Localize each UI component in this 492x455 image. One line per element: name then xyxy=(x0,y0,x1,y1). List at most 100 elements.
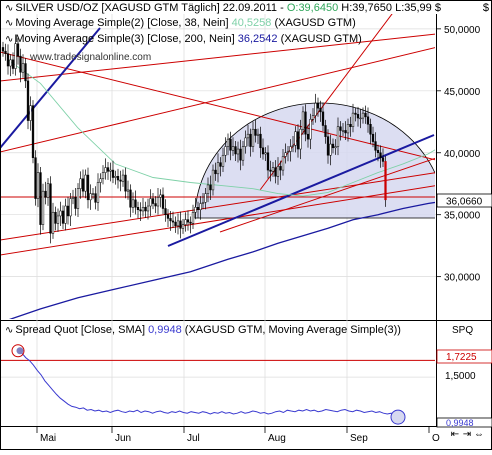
scroll-icon[interactable]: ⇔ xyxy=(474,429,484,440)
candle-body xyxy=(195,207,197,212)
candle-body xyxy=(52,212,54,233)
candle-body xyxy=(122,175,124,181)
y-tick-label: 30,0000 xyxy=(444,273,481,284)
candle-body xyxy=(260,134,262,148)
candle-body xyxy=(185,220,187,225)
candle-body xyxy=(212,170,214,190)
candle-body xyxy=(290,147,292,152)
candle-body xyxy=(40,173,42,225)
candle-body xyxy=(210,185,212,190)
candle-body xyxy=(80,179,82,189)
candle-body xyxy=(30,106,32,121)
candle-body xyxy=(365,113,367,117)
candle-body xyxy=(125,175,127,191)
candle-body xyxy=(217,163,219,174)
candle-body xyxy=(200,204,202,210)
candle-body xyxy=(320,108,322,112)
candle-body xyxy=(222,155,224,166)
candle-body xyxy=(120,180,122,181)
y-tick-label: 35,0000 xyxy=(444,211,481,222)
candle-body xyxy=(340,127,342,131)
candle-body xyxy=(232,147,234,151)
candle-body xyxy=(137,207,139,209)
spread-panel xyxy=(1,345,436,424)
candle-body xyxy=(72,197,74,198)
price-marker-label: 36,0660 xyxy=(446,197,483,208)
candle-body xyxy=(32,106,34,158)
candle-body xyxy=(282,156,284,170)
candle-body xyxy=(370,124,372,134)
candle-body xyxy=(345,130,347,132)
candle-body xyxy=(160,195,162,197)
candle-body xyxy=(145,207,147,211)
candle-body xyxy=(117,176,119,180)
ma1-legend[interactable]: ∿ Moving Average Simple(2) [Close, 38, Ne… xyxy=(5,17,356,30)
candle-body xyxy=(327,137,329,156)
close-icon[interactable]: $ xyxy=(483,2,489,14)
line-icon: ∿ xyxy=(5,17,13,30)
candle-body xyxy=(330,144,332,155)
candle-body xyxy=(2,47,4,51)
candle-body xyxy=(112,170,114,177)
candle-body xyxy=(300,129,302,149)
line-icon: ∿ xyxy=(5,324,13,337)
candle-body xyxy=(107,168,109,172)
candle-body xyxy=(175,222,177,226)
candle-body xyxy=(7,54,9,66)
candle-body xyxy=(27,81,29,121)
x-tick-label: Jul xyxy=(187,433,200,444)
spread-label: Spread Quot [Close, SMA] xyxy=(15,324,148,336)
candle-body xyxy=(255,129,257,135)
zoom-in-icon[interactable]: ⇥ xyxy=(462,429,472,440)
candle-body xyxy=(352,113,354,127)
candle-body xyxy=(100,179,102,183)
candle-body xyxy=(82,179,84,191)
candle-body xyxy=(242,147,244,161)
candle-body xyxy=(207,185,209,194)
candle-body xyxy=(250,134,252,146)
spread-legend[interactable]: ∿ Spread Quot [Close, SMA] 0,9948 (XAGUSD… xyxy=(5,324,401,337)
candle-body xyxy=(277,166,279,176)
candle-body xyxy=(130,190,132,207)
candle-body xyxy=(367,117,369,124)
candle-body xyxy=(377,150,379,152)
candle-body xyxy=(235,147,237,154)
end-marker xyxy=(391,410,405,424)
candle-body xyxy=(92,194,94,195)
candle-body xyxy=(337,127,339,147)
candle-body xyxy=(167,215,169,219)
x-tick-label: Mai xyxy=(40,433,56,444)
y-tick-label: 50,0000 xyxy=(444,25,481,36)
candle-body xyxy=(165,209,167,215)
spread-tick-label: 1,5000 xyxy=(445,371,476,382)
candle-body xyxy=(267,153,269,170)
candle-body xyxy=(135,200,137,207)
chart-title-line: ∿ SILVER USD/OZ [XAGUSD GTM Täglich] 22.0… xyxy=(5,2,441,15)
candle-body xyxy=(37,173,39,199)
candle-body xyxy=(272,168,274,172)
candle-body xyxy=(312,116,314,120)
ma2-label: Moving Average Simple(3) [Close, 200, Ne… xyxy=(15,33,237,45)
candle-body xyxy=(55,212,57,223)
candle-body xyxy=(287,152,289,153)
candle-body xyxy=(310,119,312,139)
candle-body xyxy=(45,191,47,197)
candle-body xyxy=(280,166,282,170)
candle-body xyxy=(47,184,49,198)
zoom-out-icon[interactable]: ⇤ xyxy=(450,429,460,440)
candle-body xyxy=(265,153,267,154)
candle-body xyxy=(15,44,17,69)
candle-body xyxy=(35,158,37,199)
y-tick-label: 40,0000 xyxy=(444,149,481,160)
candle-body xyxy=(102,173,104,179)
candle-body xyxy=(230,139,232,150)
chart-title: SILVER USD/OZ [XAGUSD GTM Täglich] 22.09… xyxy=(15,2,286,14)
candle-body xyxy=(297,132,299,149)
arc-region xyxy=(195,103,445,218)
ma2-legend[interactable]: ∿ Moving Average Simple(3) [Close, 200, N… xyxy=(5,33,362,46)
candle-body xyxy=(115,176,117,177)
spread-suffix: (XAGUSD GTM, Moving Average Simple(3)) xyxy=(182,324,401,336)
candle-body xyxy=(10,60,12,66)
